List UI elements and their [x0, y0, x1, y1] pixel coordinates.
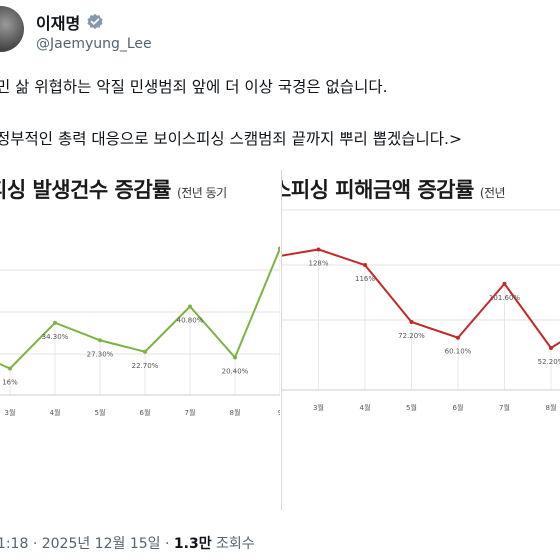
- data-point: [8, 366, 12, 371]
- data-point: [233, 355, 237, 360]
- data-point: [363, 263, 367, 268]
- data-point: [188, 304, 192, 309]
- data-label: 72.20%: [398, 332, 425, 340]
- tick-label: 5월: [95, 408, 106, 417]
- data-point: [456, 335, 460, 340]
- series-line: [0, 248, 280, 370]
- tick-label: 4월: [50, 408, 61, 417]
- tweet-footer: 11:18 · 2025년 12월 15일 · 1.3만 조회수: [0, 533, 255, 553]
- tick-label: 3월: [313, 403, 324, 412]
- tick-label: 4월: [360, 403, 371, 412]
- chart-subtitle-left: (전년 동기: [177, 186, 227, 200]
- tick-label: 5월: [406, 403, 417, 412]
- data-label: 40.80%: [177, 317, 204, 325]
- data-point: [502, 281, 507, 286]
- author-row: 이재명: [36, 10, 104, 34]
- tweet-date[interactable]: 2025년 12월 15일: [41, 536, 161, 552]
- data-label: 27.30%: [87, 350, 114, 358]
- verified-badge-icon: [87, 13, 103, 30]
- chart-left: 16% 34.30% 27.30% 22.70% 40.80% 20.40% 3월 4월 5월 6…: [0, 246, 280, 417]
- tick-label: 8월: [546, 403, 557, 412]
- series-line: [282, 248, 560, 350]
- chart-title-left: 피싱 발생건수 증감률 (전년 동기: [0, 174, 227, 204]
- avatar[interactable]: [0, 6, 24, 52]
- tweet-text-line-1: 민 삶 위협하는 악질 민생범죄 앞에 더 이상 국경은 없습니다.: [0, 78, 388, 96]
- chart-title-right: 스피싱 피해금액 증감률 (전년: [282, 174, 506, 204]
- data-label: 128%: [308, 259, 328, 267]
- data-point: [549, 346, 553, 350]
- footer-sep-1: ·: [32, 536, 38, 552]
- data-label: 22.70%: [132, 362, 159, 370]
- data-label: 52.20%: [538, 358, 560, 366]
- chart-title-left-text: 피싱 발생건수 증감률: [0, 178, 172, 202]
- data-point: [409, 320, 414, 324]
- data-point: [98, 338, 102, 343]
- chart-panel-right[interactable]: 스피싱 피해금액 증감률 (전년 128% 116% 72.20% 60.10% 101.…: [282, 170, 560, 510]
- tick-label: 7월: [185, 408, 196, 417]
- data-point: [278, 246, 280, 251]
- tick-label: 6월: [140, 408, 151, 417]
- author-name[interactable]: 이재명: [36, 14, 81, 33]
- views-label: 조회수: [216, 536, 255, 552]
- tick-label: 6월: [453, 403, 464, 412]
- views-count: 1.3만: [173, 536, 212, 552]
- footer-sep-2: ·: [164, 536, 170, 552]
- data-point: [143, 349, 147, 354]
- tick-label: 9: [278, 409, 280, 417]
- chart-subtitle-right: (전년: [479, 186, 506, 200]
- tweet-header: 이재명 @Jaemyung_Lee: [0, 0, 560, 62]
- panel-divider: [281, 170, 282, 510]
- tick-label: 8월: [230, 408, 241, 417]
- chart-right: 128% 116% 72.20% 60.10% 101.60% 52.20% 3월 4월 5월 6…: [282, 209, 560, 412]
- data-label: 20.40%: [222, 368, 249, 376]
- data-label: 34.30%: [42, 333, 69, 341]
- tick-label: 3월: [5, 408, 16, 417]
- data-label: 116%: [355, 275, 375, 283]
- tweet-text-line-2: 정부적인 총력 대응으로 보이스피싱 스캠범죄 끝까지 뿌리 뽑겠습니다.>: [0, 130, 462, 148]
- author-handle[interactable]: @Jaemyung_Lee: [36, 36, 152, 52]
- data-point: [316, 247, 321, 252]
- data-label: 101.60%: [489, 294, 520, 302]
- chart-title-right-text: 스피싱 피해금액 증감률: [282, 178, 474, 202]
- data-label: 60.10%: [445, 348, 472, 356]
- tweet-time[interactable]: 11:18: [0, 536, 29, 552]
- data-label: 16%: [2, 379, 18, 387]
- tick-label: 7월: [499, 403, 510, 412]
- chart-panel-left[interactable]: 피싱 발생건수 증감률 (전년 동기 16% 34.30% 27.30% 22.70% 4…: [0, 170, 280, 510]
- data-point: [53, 320, 57, 325]
